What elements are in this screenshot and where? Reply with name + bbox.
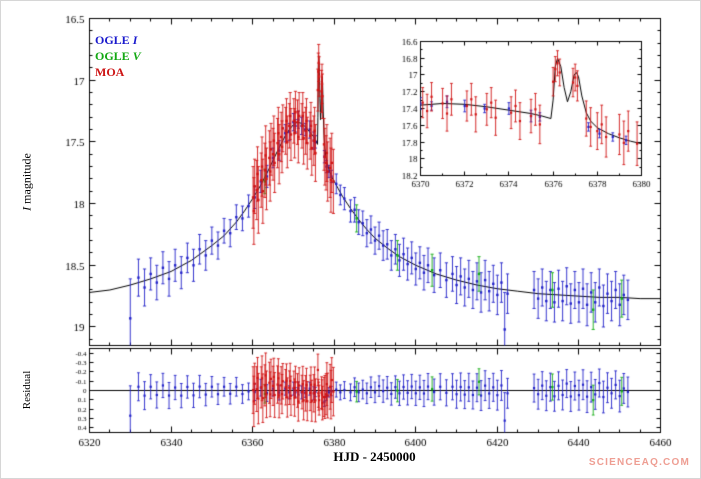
y-axis-label-band: I <box>19 206 34 211</box>
y-axis-label-magnitude: I magnitude <box>20 153 35 211</box>
y-axis-label-residual: Residual <box>21 370 33 410</box>
watermark: SCIENCEAQ.COM <box>588 457 690 468</box>
legend-label-ogle-i: OGLE <box>95 33 133 47</box>
legend-label-ogle-v: OGLE <box>95 49 133 63</box>
y-axis-label-text: magnitude <box>19 153 34 207</box>
legend-item-moa: MOA <box>95 64 141 80</box>
legend-band-v: V <box>132 49 141 63</box>
legend-label-moa: MOA <box>95 65 125 79</box>
legend-item-ogle-i: OGLE I <box>95 32 141 48</box>
x-axis-label: HJD - 2450000 <box>333 449 416 464</box>
legend: OGLE I OGLE V MOA <box>95 32 141 80</box>
legend-item-ogle-v: OGLE V <box>95 48 141 64</box>
legend-band-i: I <box>132 33 138 47</box>
